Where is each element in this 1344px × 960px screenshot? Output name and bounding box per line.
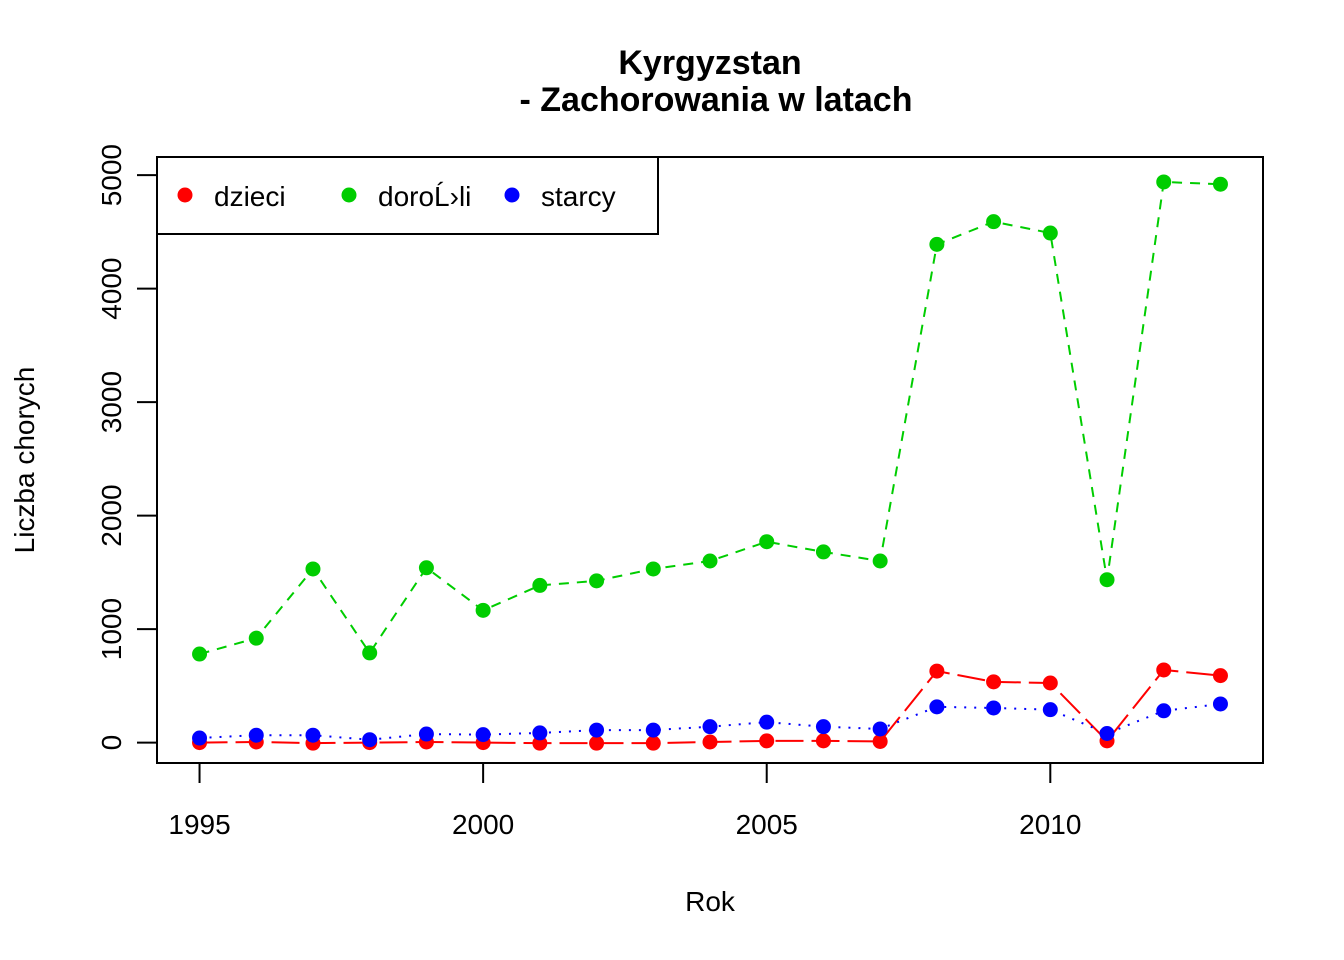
data-point-starcy (362, 732, 378, 748)
data-point-starcy (986, 700, 1002, 716)
x-axis-label: Rok (685, 886, 736, 917)
legend-label-starcy: starcy (541, 181, 616, 212)
y-axis-label: Liczba chorych (9, 367, 40, 554)
chart-subtitle: - Zachorowania w latach (520, 81, 913, 119)
data-point-dorol-li (532, 577, 548, 593)
x-tick-label: 2005 (736, 809, 798, 840)
y-tick-label: 4000 (96, 257, 127, 319)
legend-label-dzieci: dzieci (214, 181, 286, 212)
data-point-starcy (532, 725, 548, 741)
data-point-dzieci (759, 733, 775, 749)
legend-box (156, 156, 659, 235)
data-point-dorol-li (759, 534, 775, 550)
data-point-dorol-li (305, 561, 321, 577)
legend-label-dorol-li: doroĹ›li (378, 181, 471, 212)
data-point-starcy (1042, 702, 1058, 718)
data-point-starcy (192, 730, 208, 746)
data-point-starcy (589, 722, 605, 738)
data-point-dzieci (1156, 662, 1172, 678)
data-point-dorol-li (1212, 176, 1228, 192)
x-tick-label: 2010 (1019, 809, 1081, 840)
data-point-dorol-li (929, 236, 945, 252)
data-point-dzieci (1212, 668, 1228, 684)
legend-marker-starcy (504, 187, 520, 203)
y-tick-label: 0 (96, 735, 127, 751)
data-point-dzieci (702, 734, 718, 750)
data-point-starcy (645, 722, 661, 738)
data-point-starcy (1156, 703, 1172, 719)
series-line-dorol-li (199, 180, 1221, 656)
y-tick-label: 3000 (96, 371, 127, 433)
y-tick-label: 1000 (96, 598, 127, 660)
data-point-dorol-li (192, 646, 208, 662)
data-point-starcy (815, 719, 831, 735)
series-dorol-li (192, 174, 1228, 662)
series-dzieci (192, 662, 1228, 751)
data-point-dzieci (589, 735, 605, 751)
data-point-starcy (248, 727, 264, 743)
data-point-starcy (759, 714, 775, 730)
data-point-dorol-li (1042, 225, 1058, 241)
data-point-dorol-li (418, 560, 434, 576)
data-point-dzieci (872, 733, 888, 749)
data-point-starcy (702, 719, 718, 735)
y-tick-label: 5000 (96, 144, 127, 206)
data-point-dorol-li (702, 553, 718, 569)
x-tick-label: 2000 (452, 809, 514, 840)
data-point-starcy (475, 727, 491, 743)
x-tick-label: 1995 (168, 809, 230, 840)
series-starcy (192, 696, 1228, 748)
legend: dzieci doroĹ›li starcy (156, 156, 659, 235)
data-point-dorol-li (872, 553, 888, 569)
data-point-dzieci (645, 735, 661, 751)
legend-marker-dorol-li (341, 187, 357, 203)
x-axis: 1995 2000 2005 2010 (168, 762, 1081, 840)
data-point-starcy (1099, 725, 1115, 741)
data-point-dzieci (1042, 675, 1058, 691)
data-point-starcy (305, 727, 321, 743)
data-point-starcy (872, 721, 888, 737)
data-point-dorol-li (589, 573, 605, 589)
y-axis: 0 1000 2000 3000 4000 5000 (96, 144, 158, 751)
plot-frame (156, 156, 1264, 764)
data-point-dorol-li (645, 561, 661, 577)
data-point-starcy (1212, 696, 1228, 712)
data-point-dzieci (929, 663, 945, 679)
data-point-dorol-li (815, 544, 831, 560)
data-point-dorol-li (475, 602, 491, 618)
data-point-starcy (418, 726, 434, 742)
data-point-dorol-li (362, 645, 378, 661)
series-layer (192, 174, 1228, 751)
y-tick-label: 2000 (96, 484, 127, 546)
data-point-dzieci (986, 674, 1002, 690)
data-point-dorol-li (248, 630, 264, 646)
data-point-dorol-li (986, 214, 1002, 230)
data-point-starcy (929, 699, 945, 715)
chart-title: Kyrgyzstan (618, 44, 801, 82)
data-point-dzieci (815, 733, 831, 749)
data-point-dorol-li (1099, 572, 1115, 588)
legend-marker-dzieci (177, 187, 193, 203)
data-point-dorol-li (1156, 174, 1172, 190)
